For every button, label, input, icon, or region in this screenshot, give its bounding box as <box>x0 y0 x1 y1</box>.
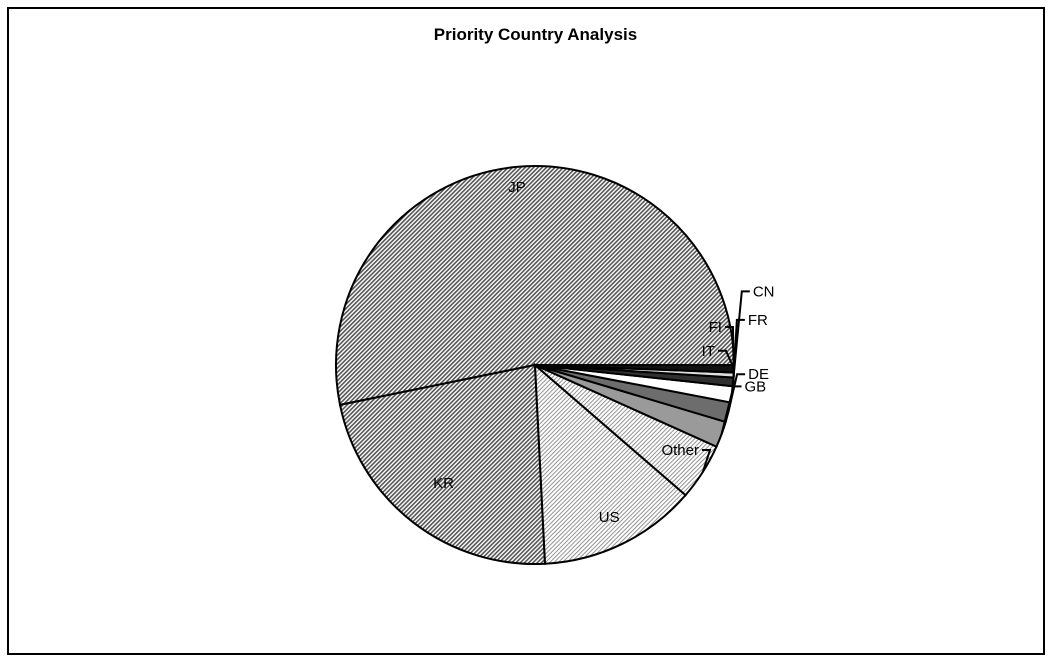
leader-line-de <box>727 373 746 413</box>
slice-label-de: DE <box>748 366 769 383</box>
slice-label-fi: FI <box>709 319 722 336</box>
slice-label-fr: FR <box>748 312 768 329</box>
chart-title: Priority Country Analysis <box>433 25 638 44</box>
slice-label-it: IT <box>702 343 715 360</box>
slice-label-gb: GB <box>744 378 766 395</box>
pie-slice-jp <box>335 165 736 407</box>
pie-slice-us <box>533 362 687 565</box>
slice-label-jp: JP <box>508 179 526 196</box>
leader-line-other <box>701 449 712 473</box>
slice-label-cn: CN <box>753 283 775 300</box>
slice-label-other: Other <box>661 442 699 459</box>
leader-line-fi <box>724 326 735 376</box>
slice-label-us: US <box>599 509 620 526</box>
leader-line-it <box>717 349 735 370</box>
pie-slice-kr <box>338 363 547 565</box>
slice-label-kr: KR <box>433 475 454 492</box>
